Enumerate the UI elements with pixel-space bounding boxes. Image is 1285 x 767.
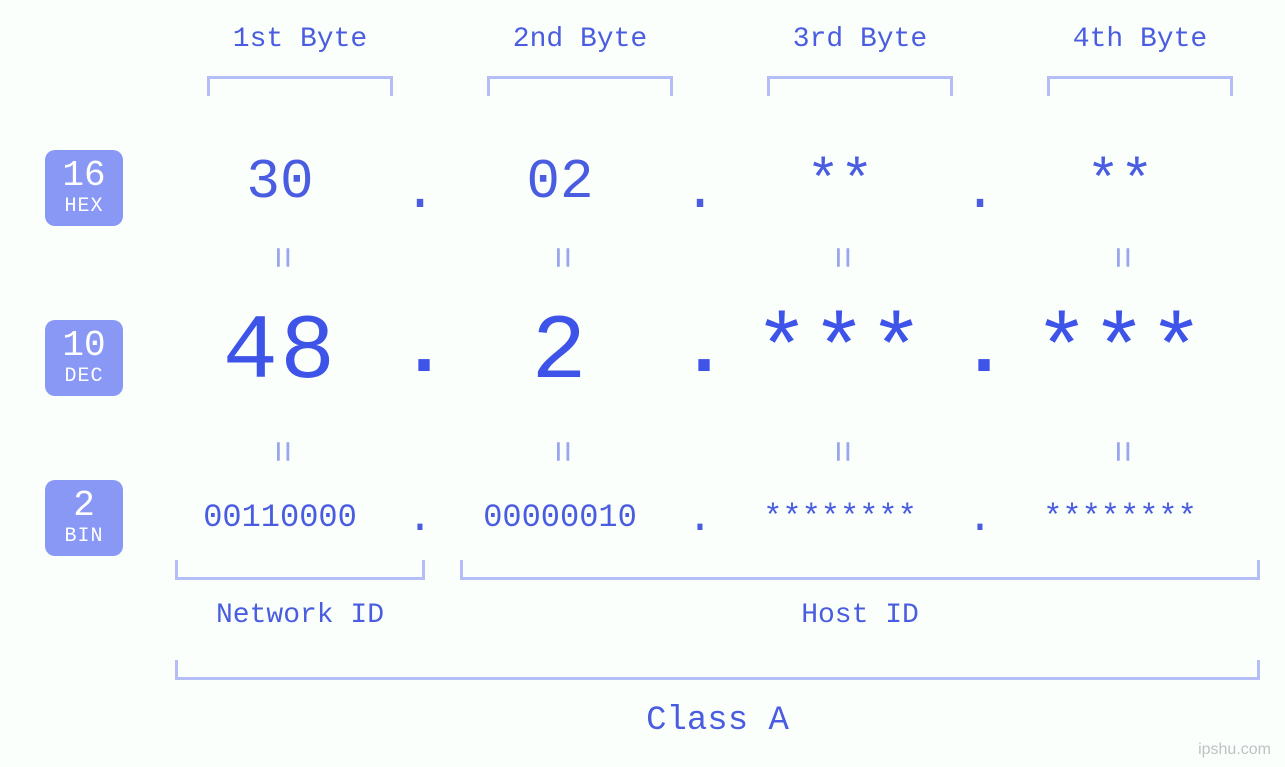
hex-separator: .: [960, 160, 1000, 224]
equals-row-1: = = = =: [160, 236, 1260, 279]
bin-separator: .: [960, 494, 1000, 544]
watermark: ipshu.com: [1198, 741, 1271, 759]
byte-2-header: 2nd Byte: [460, 24, 700, 55]
byte-2-bracket: [487, 76, 673, 96]
bin-row: 00110000 . 00000010 . ******** . *******…: [160, 490, 1260, 540]
hex-separator: .: [680, 160, 720, 224]
bin-badge: 2 BIN: [45, 480, 123, 556]
bin-separator: .: [680, 494, 720, 544]
ip-diagram: 1st Byte 2nd Byte 3rd Byte 4th Byte 16 H…: [0, 0, 1285, 767]
byte-1-bracket: [207, 76, 393, 96]
host-id-label: Host ID: [460, 600, 1260, 631]
bin-byte-1: 00110000: [160, 499, 400, 536]
bin-byte-4: ********: [1000, 499, 1240, 536]
dec-separator: .: [960, 305, 1000, 396]
dec-badge: 10 DEC: [45, 320, 123, 396]
host-id-bracket: [460, 560, 1260, 580]
hex-badge: 16 HEX: [45, 150, 123, 226]
bin-byte-3: ********: [720, 499, 960, 536]
bin-base-number: 2: [45, 488, 123, 524]
bin-separator: .: [400, 494, 440, 544]
dec-separator: .: [680, 305, 720, 396]
bin-base-label: BIN: [45, 524, 123, 550]
byte-4-header: 4th Byte: [1020, 24, 1260, 55]
class-label: Class A: [175, 702, 1260, 740]
byte-4-bracket: [1047, 76, 1233, 96]
equals-row-2: = = = =: [160, 430, 1260, 473]
hex-base-number: 16: [45, 158, 123, 194]
dec-base-label: DEC: [45, 364, 123, 390]
network-id-label: Network ID: [175, 600, 425, 631]
byte-1-header: 1st Byte: [180, 24, 420, 55]
hex-row: 30 . 02 . ** . **: [160, 150, 1260, 214]
hex-separator: .: [400, 160, 440, 224]
hex-base-label: HEX: [45, 194, 123, 220]
byte-3-bracket: [767, 76, 953, 96]
dec-separator: .: [400, 305, 440, 396]
dec-base-number: 10: [45, 328, 123, 364]
class-bracket: [175, 660, 1260, 680]
byte-3-header: 3rd Byte: [740, 24, 980, 55]
bin-byte-2: 00000010: [440, 499, 680, 536]
dec-row: 48 . 2 . *** . ***: [160, 300, 1260, 405]
network-id-bracket: [175, 560, 425, 580]
